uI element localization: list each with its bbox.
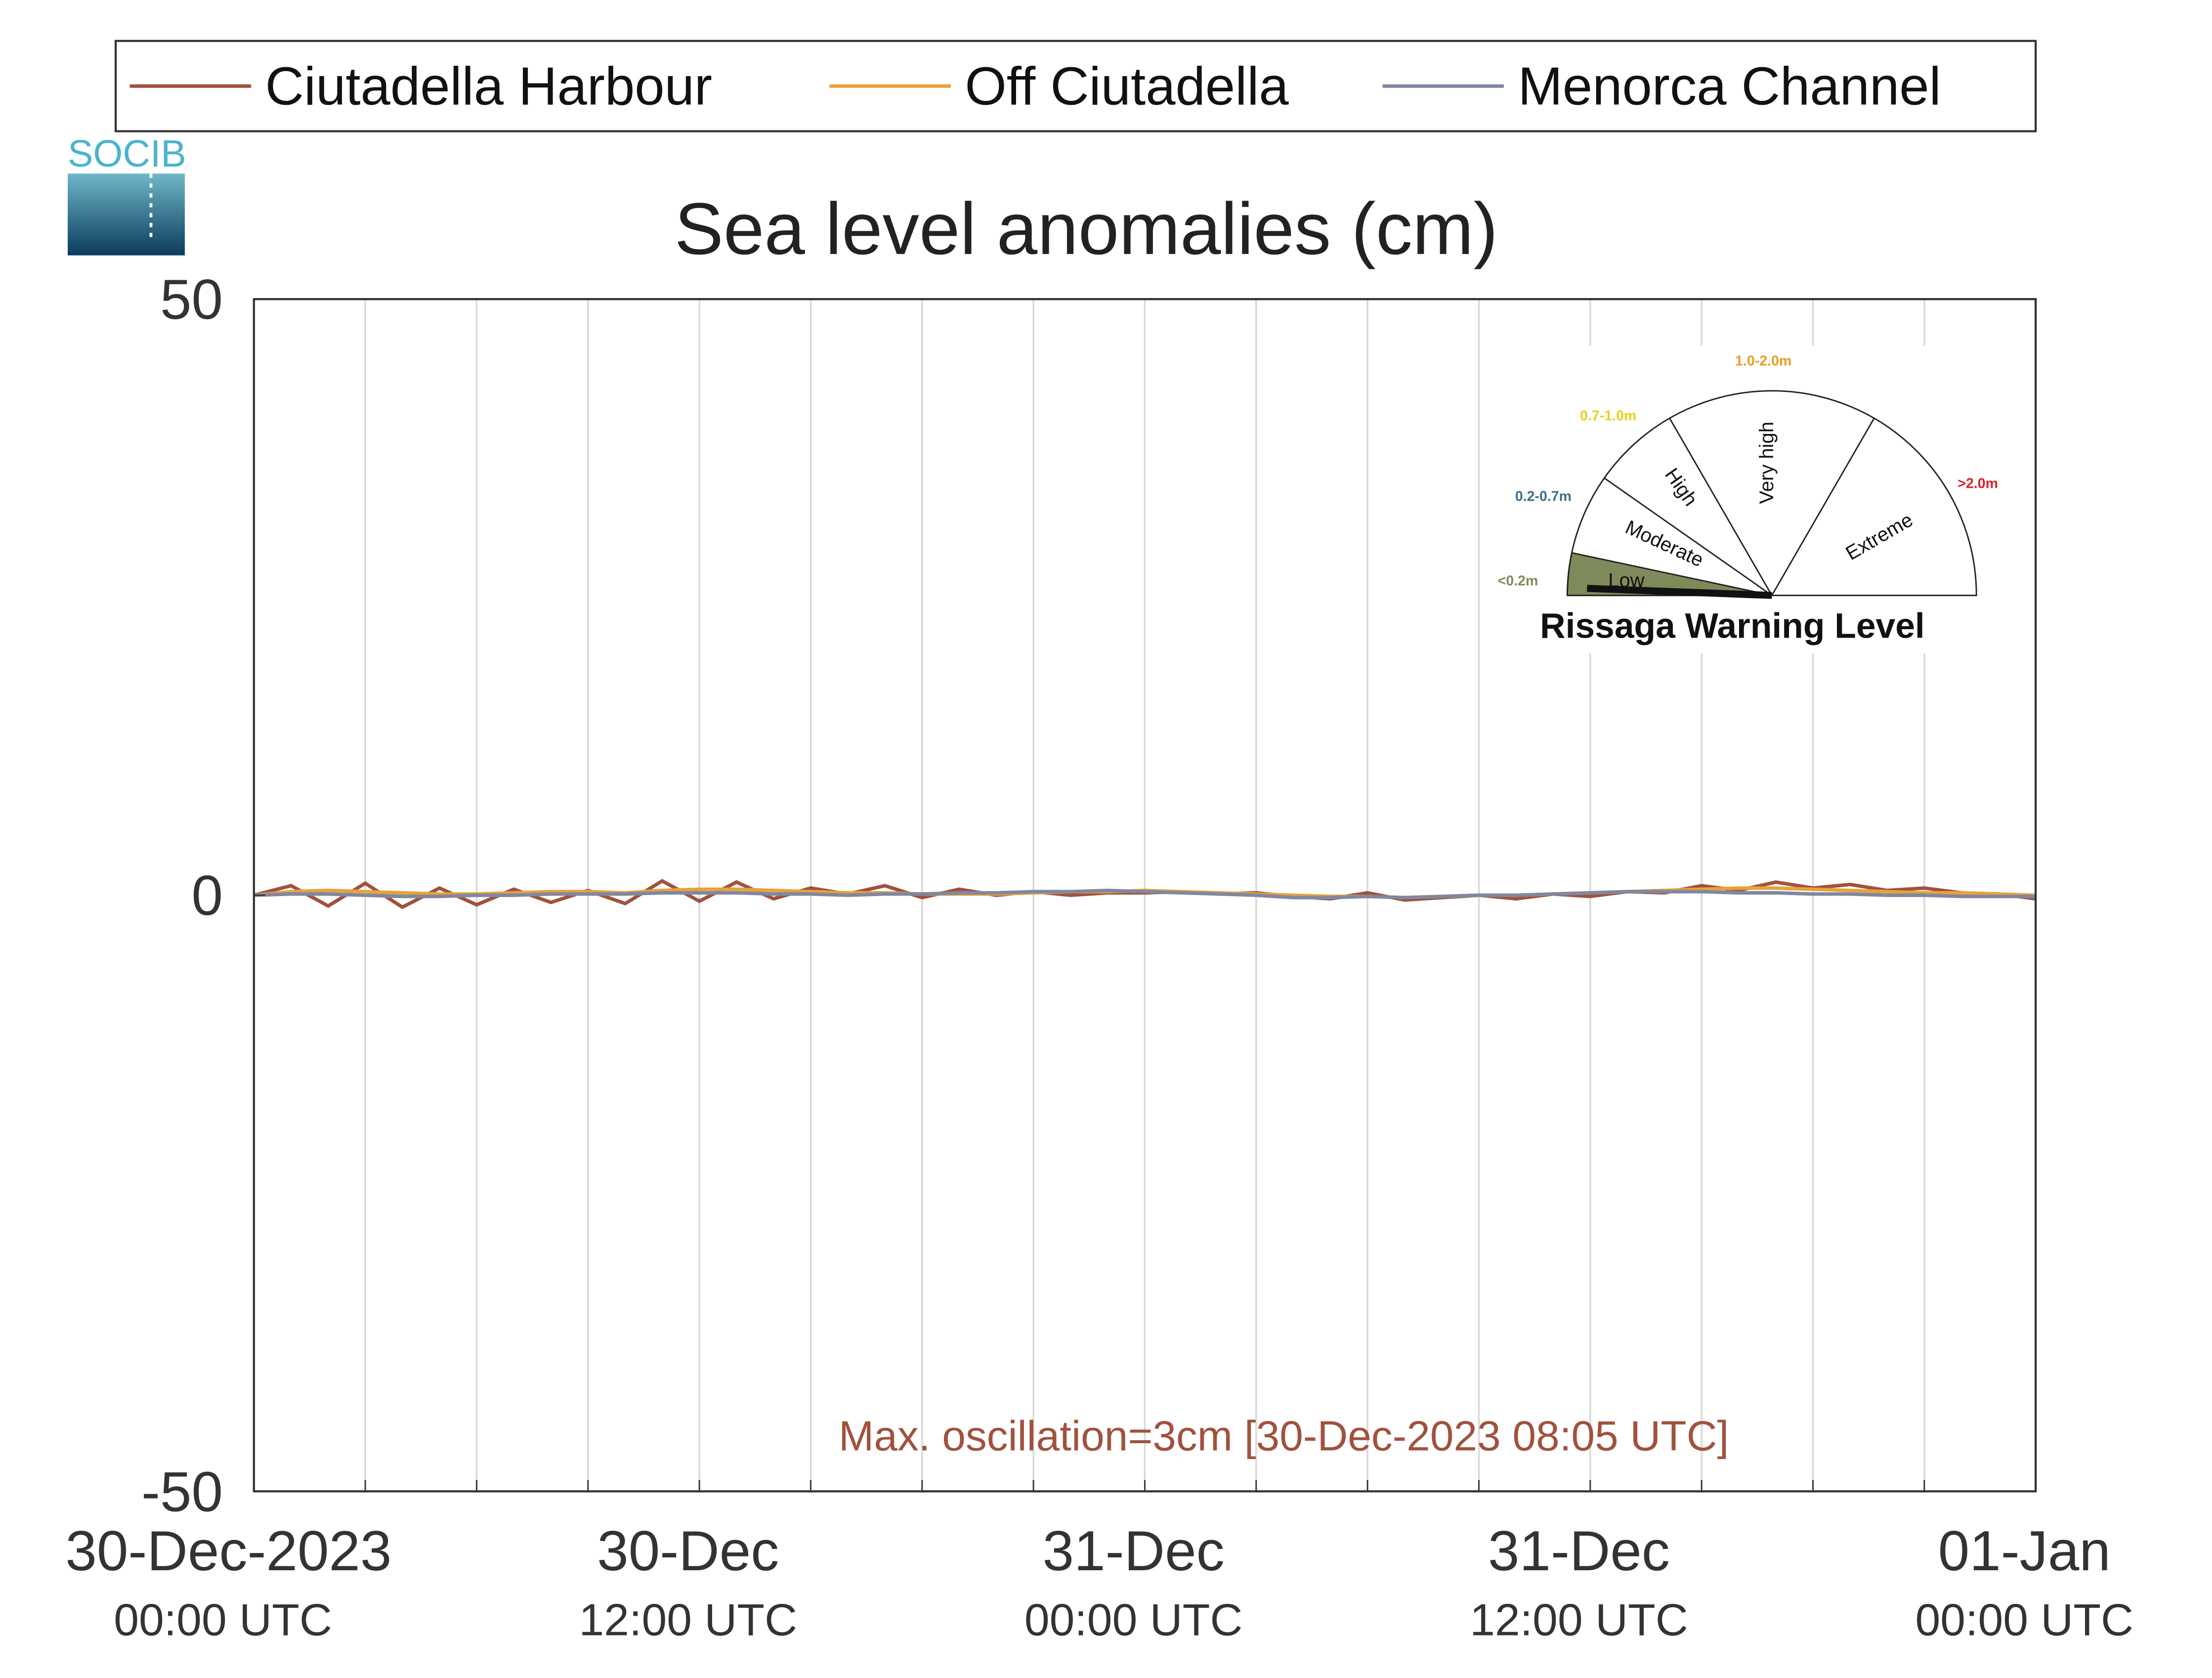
x-tick-sublabel: 00:00 UTC (114, 1594, 332, 1645)
gauge-range: 0.7-1.0m (1580, 408, 1636, 424)
x-tick-label: 31-Dec (1043, 1520, 1225, 1583)
gauge-title: Rissaga Warning Level (1540, 606, 1925, 645)
chart-title: Sea level anomalies (cm) (675, 188, 1498, 270)
x-tick-sublabel: 00:00 UTC (1915, 1594, 2134, 1645)
legend-label: Off Ciutadella (965, 56, 1289, 116)
x-tick-label: 30-Dec-2023 (65, 1520, 391, 1583)
series-line (254, 889, 2036, 900)
x-tick-label: 31-Dec (1488, 1520, 1670, 1583)
x-tick-label: 30-Dec (597, 1520, 779, 1583)
x-tick-sublabel: 00:00 UTC (1024, 1594, 1243, 1645)
x-tick-sublabel: 12:00 UTC (579, 1594, 798, 1645)
gauge-range: >2.0m (1957, 476, 1998, 492)
logo-text: SOCIB (68, 132, 186, 175)
legend-box (114, 40, 2037, 132)
gauge: Low Moderate High Very high Extreme <0.2… (1481, 345, 2006, 653)
gauge-background (1481, 345, 2006, 653)
x-tick-label: 01-Jan (1938, 1520, 2111, 1583)
y-tick-label: -50 (141, 1461, 223, 1523)
legend-label: Ciutadella Harbour (265, 56, 712, 116)
gauge-needle (1587, 585, 1772, 599)
gauge-level-name: Low (1608, 570, 1644, 592)
legend-label: Menorca Channel (1518, 56, 1941, 116)
y-tick-label: 50 (160, 268, 223, 331)
gauge-range: <0.2m (1498, 573, 1538, 589)
gauge-level-name: Very high (1756, 422, 1778, 504)
logo-image (68, 173, 185, 256)
gauge-range: 0.2-0.7m (1515, 488, 1572, 504)
y-tick-label: 0 (192, 864, 223, 927)
annotation: Max. oscillation=3cm [30-Dec-2023 08:05 … (839, 1413, 1729, 1460)
gauge-dividers (1604, 418, 1875, 596)
gauge-range: 1.0-2.0m (1735, 353, 1791, 369)
x-tick-sublabel: 12:00 UTC (1470, 1594, 1688, 1645)
gauge-outline (1567, 390, 1977, 597)
